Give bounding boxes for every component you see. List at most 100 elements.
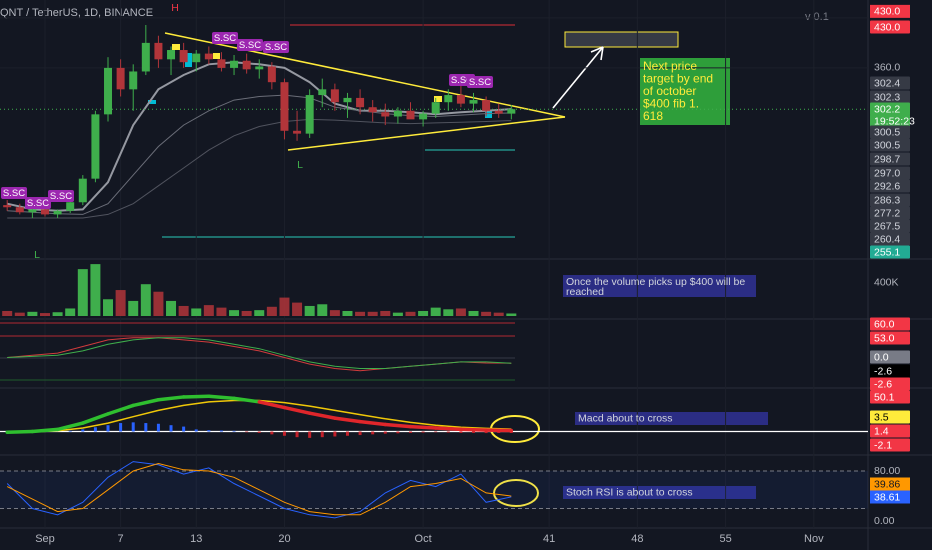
price-label: 302.2 bbox=[874, 103, 900, 115]
histogram-bar bbox=[81, 429, 85, 432]
volume-bar bbox=[481, 311, 492, 316]
price-label: 260.4 bbox=[874, 233, 900, 245]
volume-bar bbox=[392, 312, 403, 316]
volume-bar bbox=[468, 310, 479, 316]
macd-segment bbox=[257, 400, 287, 410]
candle-body bbox=[280, 82, 289, 131]
histogram-bar bbox=[396, 431, 400, 434]
scale-label: 60.0 bbox=[874, 318, 895, 330]
candle-body bbox=[393, 110, 402, 117]
annotation: Macd about to cross bbox=[578, 412, 673, 424]
signal-tag: S.SC bbox=[3, 188, 25, 199]
indicator-line bbox=[6, 462, 512, 516]
price-label-bg bbox=[870, 102, 910, 116]
macd-segment bbox=[156, 395, 186, 402]
price-label-bg bbox=[870, 90, 910, 104]
candle-body bbox=[318, 89, 327, 96]
histogram-bar bbox=[257, 431, 261, 433]
macd-segment bbox=[459, 427, 488, 432]
signal-tag: S.SC bbox=[265, 42, 287, 53]
macd-segment bbox=[181, 394, 211, 399]
histogram-bar bbox=[383, 431, 387, 434]
signal-tag-bg bbox=[237, 39, 263, 51]
price-label: 277.2 bbox=[874, 207, 900, 219]
volume-bar bbox=[304, 305, 315, 316]
macd-segment bbox=[307, 411, 337, 420]
candle-body bbox=[255, 66, 264, 70]
price-label-bg bbox=[870, 125, 910, 139]
annotation: Once the volume picks up $400 will be bbox=[566, 276, 745, 288]
candle-body bbox=[381, 112, 390, 117]
volume-bar bbox=[266, 306, 277, 316]
signal-tag: S.SC bbox=[27, 198, 49, 209]
band bbox=[0, 471, 868, 509]
candle-body bbox=[154, 42, 163, 60]
x-tick-label: 20 bbox=[278, 533, 290, 545]
candle-body bbox=[507, 109, 516, 114]
y-tick-label: 400K bbox=[874, 276, 899, 288]
candle-body bbox=[368, 107, 377, 113]
scale-label-bg bbox=[870, 410, 910, 424]
macd-segment bbox=[232, 396, 262, 404]
histogram-bar bbox=[295, 431, 299, 438]
histogram-bar bbox=[459, 431, 463, 433]
histogram-bar bbox=[333, 431, 337, 437]
pivot-marker: L bbox=[297, 159, 303, 171]
volume-bar bbox=[166, 300, 177, 316]
price-label: 430.0 bbox=[874, 21, 900, 33]
volume-bar bbox=[342, 310, 353, 316]
scale-label: 1.4 bbox=[874, 425, 889, 437]
x-tick-label: 41 bbox=[543, 533, 555, 545]
candle-body bbox=[406, 110, 415, 120]
histogram-bar bbox=[93, 427, 97, 432]
indicator-line bbox=[7, 337, 512, 369]
price-label: 255.1 bbox=[874, 246, 900, 258]
volume-bar bbox=[39, 313, 50, 316]
volume-bar bbox=[52, 312, 63, 316]
price-label: 302.4 bbox=[874, 77, 900, 89]
price-label-bg bbox=[870, 166, 910, 180]
candle-body bbox=[230, 60, 239, 68]
price-label-bg bbox=[870, 20, 910, 34]
x-tick-label: Sep bbox=[35, 533, 55, 545]
price-label-bg bbox=[870, 138, 910, 152]
candle-body bbox=[293, 130, 302, 134]
annotation: reached bbox=[566, 286, 604, 298]
annotation: Stoch RSI is about to cross bbox=[566, 486, 693, 498]
histogram-bar bbox=[472, 431, 476, 433]
macd-segment bbox=[207, 394, 236, 401]
volume-bar bbox=[254, 310, 265, 316]
macd-segment bbox=[55, 421, 85, 432]
candle-body bbox=[116, 67, 125, 90]
volume-bar bbox=[203, 305, 214, 316]
volume-bar bbox=[329, 310, 340, 316]
histogram-bar bbox=[68, 430, 72, 432]
volume-bar bbox=[178, 305, 189, 316]
scale-label-bg bbox=[870, 317, 910, 331]
value-label: 39.86 bbox=[874, 478, 900, 490]
macd-segment bbox=[333, 416, 362, 424]
histogram-bar bbox=[446, 431, 450, 433]
candle-body bbox=[431, 102, 440, 114]
volume-bar bbox=[455, 308, 466, 316]
price-label: 267.5 bbox=[874, 220, 900, 232]
scale-label: -2.6 bbox=[874, 365, 892, 377]
volume-bar bbox=[355, 311, 366, 316]
volume-bar bbox=[279, 297, 290, 316]
price-label-bg bbox=[870, 114, 910, 128]
candle-body bbox=[356, 97, 365, 108]
y-tick-label: 360.0 bbox=[874, 62, 900, 74]
histogram-bar bbox=[182, 426, 186, 432]
macd-segment bbox=[358, 419, 388, 427]
macd-segment bbox=[282, 405, 312, 415]
x-tick-label: 48 bbox=[631, 533, 643, 545]
value-label-bg bbox=[870, 477, 910, 491]
signal-tag-bg bbox=[212, 32, 238, 44]
annotation: $400 fib 1. bbox=[643, 97, 699, 111]
candle-body bbox=[204, 53, 213, 60]
candle-body bbox=[419, 113, 428, 120]
x-tick-label: 7 bbox=[118, 533, 124, 545]
